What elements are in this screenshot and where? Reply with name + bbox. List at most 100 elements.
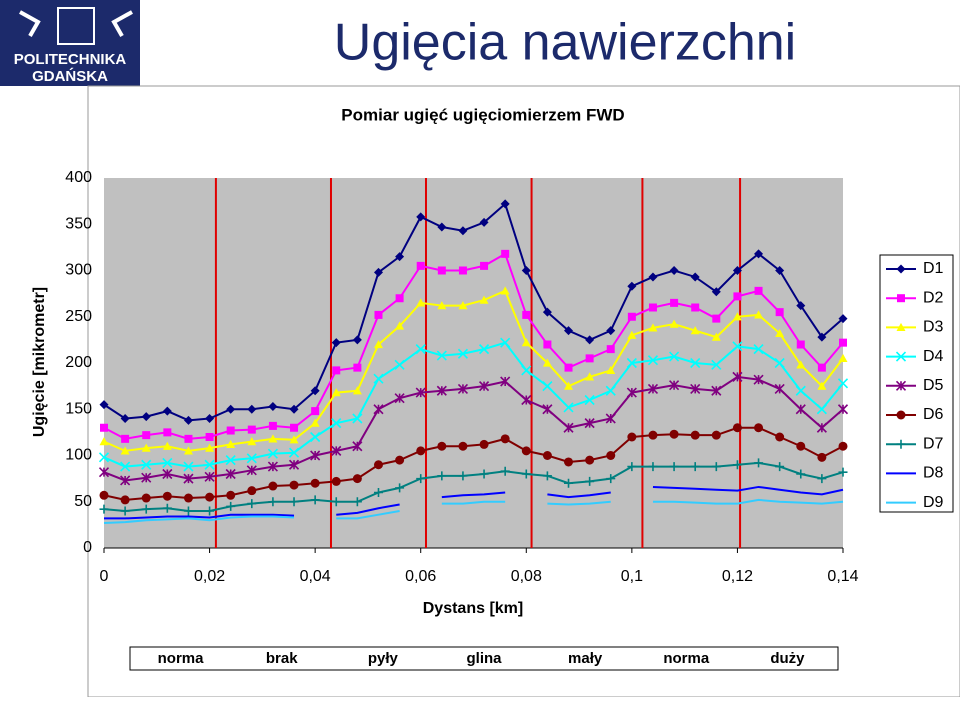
marker <box>521 446 531 456</box>
marker <box>732 312 742 321</box>
marker <box>226 490 236 500</box>
marker <box>141 412 151 422</box>
x-tick-label: 0,06 <box>405 568 436 585</box>
marker <box>816 404 827 415</box>
marker <box>521 365 532 376</box>
marker <box>774 383 785 394</box>
series-line <box>103 498 844 525</box>
x-tick-label: 0,04 <box>300 568 331 585</box>
marker <box>416 446 426 456</box>
marker <box>183 473 194 484</box>
marker <box>247 499 257 509</box>
marker <box>522 310 531 319</box>
marker <box>374 310 383 319</box>
marker <box>394 393 405 404</box>
marker <box>311 407 320 416</box>
marker <box>480 261 489 270</box>
y-tick-label: 200 <box>65 354 92 371</box>
marker <box>99 490 109 500</box>
marker <box>416 474 426 484</box>
marker <box>352 474 362 484</box>
marker <box>268 421 277 430</box>
marker <box>754 310 764 319</box>
marker <box>226 501 236 511</box>
marker <box>795 385 806 396</box>
marker <box>669 319 679 328</box>
marker <box>395 321 405 330</box>
marker <box>331 338 341 348</box>
marker <box>247 486 257 496</box>
marker <box>352 335 362 345</box>
marker <box>373 460 383 470</box>
marker <box>895 351 907 362</box>
marker <box>458 266 467 275</box>
marker <box>436 385 447 396</box>
marker <box>564 478 574 488</box>
marker <box>121 434 130 443</box>
marker <box>712 314 721 323</box>
legend-label: D1 <box>923 260 944 277</box>
marker <box>775 266 785 275</box>
segment-label: mały <box>568 650 603 667</box>
marker <box>120 446 130 455</box>
segment-label: pyły <box>368 650 399 667</box>
marker <box>457 348 469 359</box>
legend-label: D6 <box>923 406 944 423</box>
marker <box>627 312 636 321</box>
marker <box>732 423 742 433</box>
marker <box>162 441 172 450</box>
marker <box>246 465 257 476</box>
marker <box>732 371 743 382</box>
marker <box>289 435 299 444</box>
marker <box>817 332 827 342</box>
marker <box>183 493 193 503</box>
marker <box>162 503 172 513</box>
marker <box>183 506 193 516</box>
marker <box>817 474 827 484</box>
marker <box>142 431 151 440</box>
legend-label: D7 <box>923 435 944 452</box>
marker <box>352 441 363 452</box>
marker <box>205 433 214 441</box>
marker <box>796 469 806 479</box>
marker <box>796 301 806 311</box>
marker <box>478 344 490 355</box>
marker <box>458 301 468 310</box>
marker <box>331 418 342 429</box>
legend-label: D9 <box>923 494 944 511</box>
series-line <box>103 375 844 482</box>
marker <box>500 286 510 295</box>
marker <box>310 386 320 396</box>
marker <box>754 458 764 468</box>
segment-label: brak <box>266 650 298 667</box>
marker <box>479 217 489 227</box>
marker <box>183 446 193 455</box>
marker <box>817 363 826 372</box>
marker <box>543 340 552 349</box>
marker <box>775 462 785 472</box>
marker <box>205 443 215 452</box>
marker <box>733 292 742 301</box>
marker <box>775 328 785 337</box>
marker <box>479 295 489 304</box>
marker <box>500 337 511 348</box>
legend-label: D4 <box>923 348 944 365</box>
marker <box>99 437 109 446</box>
marker <box>711 385 722 396</box>
marker <box>352 413 363 424</box>
marker <box>395 294 404 303</box>
marker <box>500 434 510 444</box>
marker <box>775 432 785 442</box>
marker <box>289 480 299 490</box>
marker <box>353 363 362 372</box>
marker <box>184 434 193 443</box>
marker <box>141 472 152 483</box>
x-tick-label: 0,14 <box>827 568 858 585</box>
marker <box>690 462 700 472</box>
marker <box>310 450 321 461</box>
marker <box>647 383 659 394</box>
marker <box>542 358 552 367</box>
marker <box>120 461 131 472</box>
marker <box>479 439 489 449</box>
